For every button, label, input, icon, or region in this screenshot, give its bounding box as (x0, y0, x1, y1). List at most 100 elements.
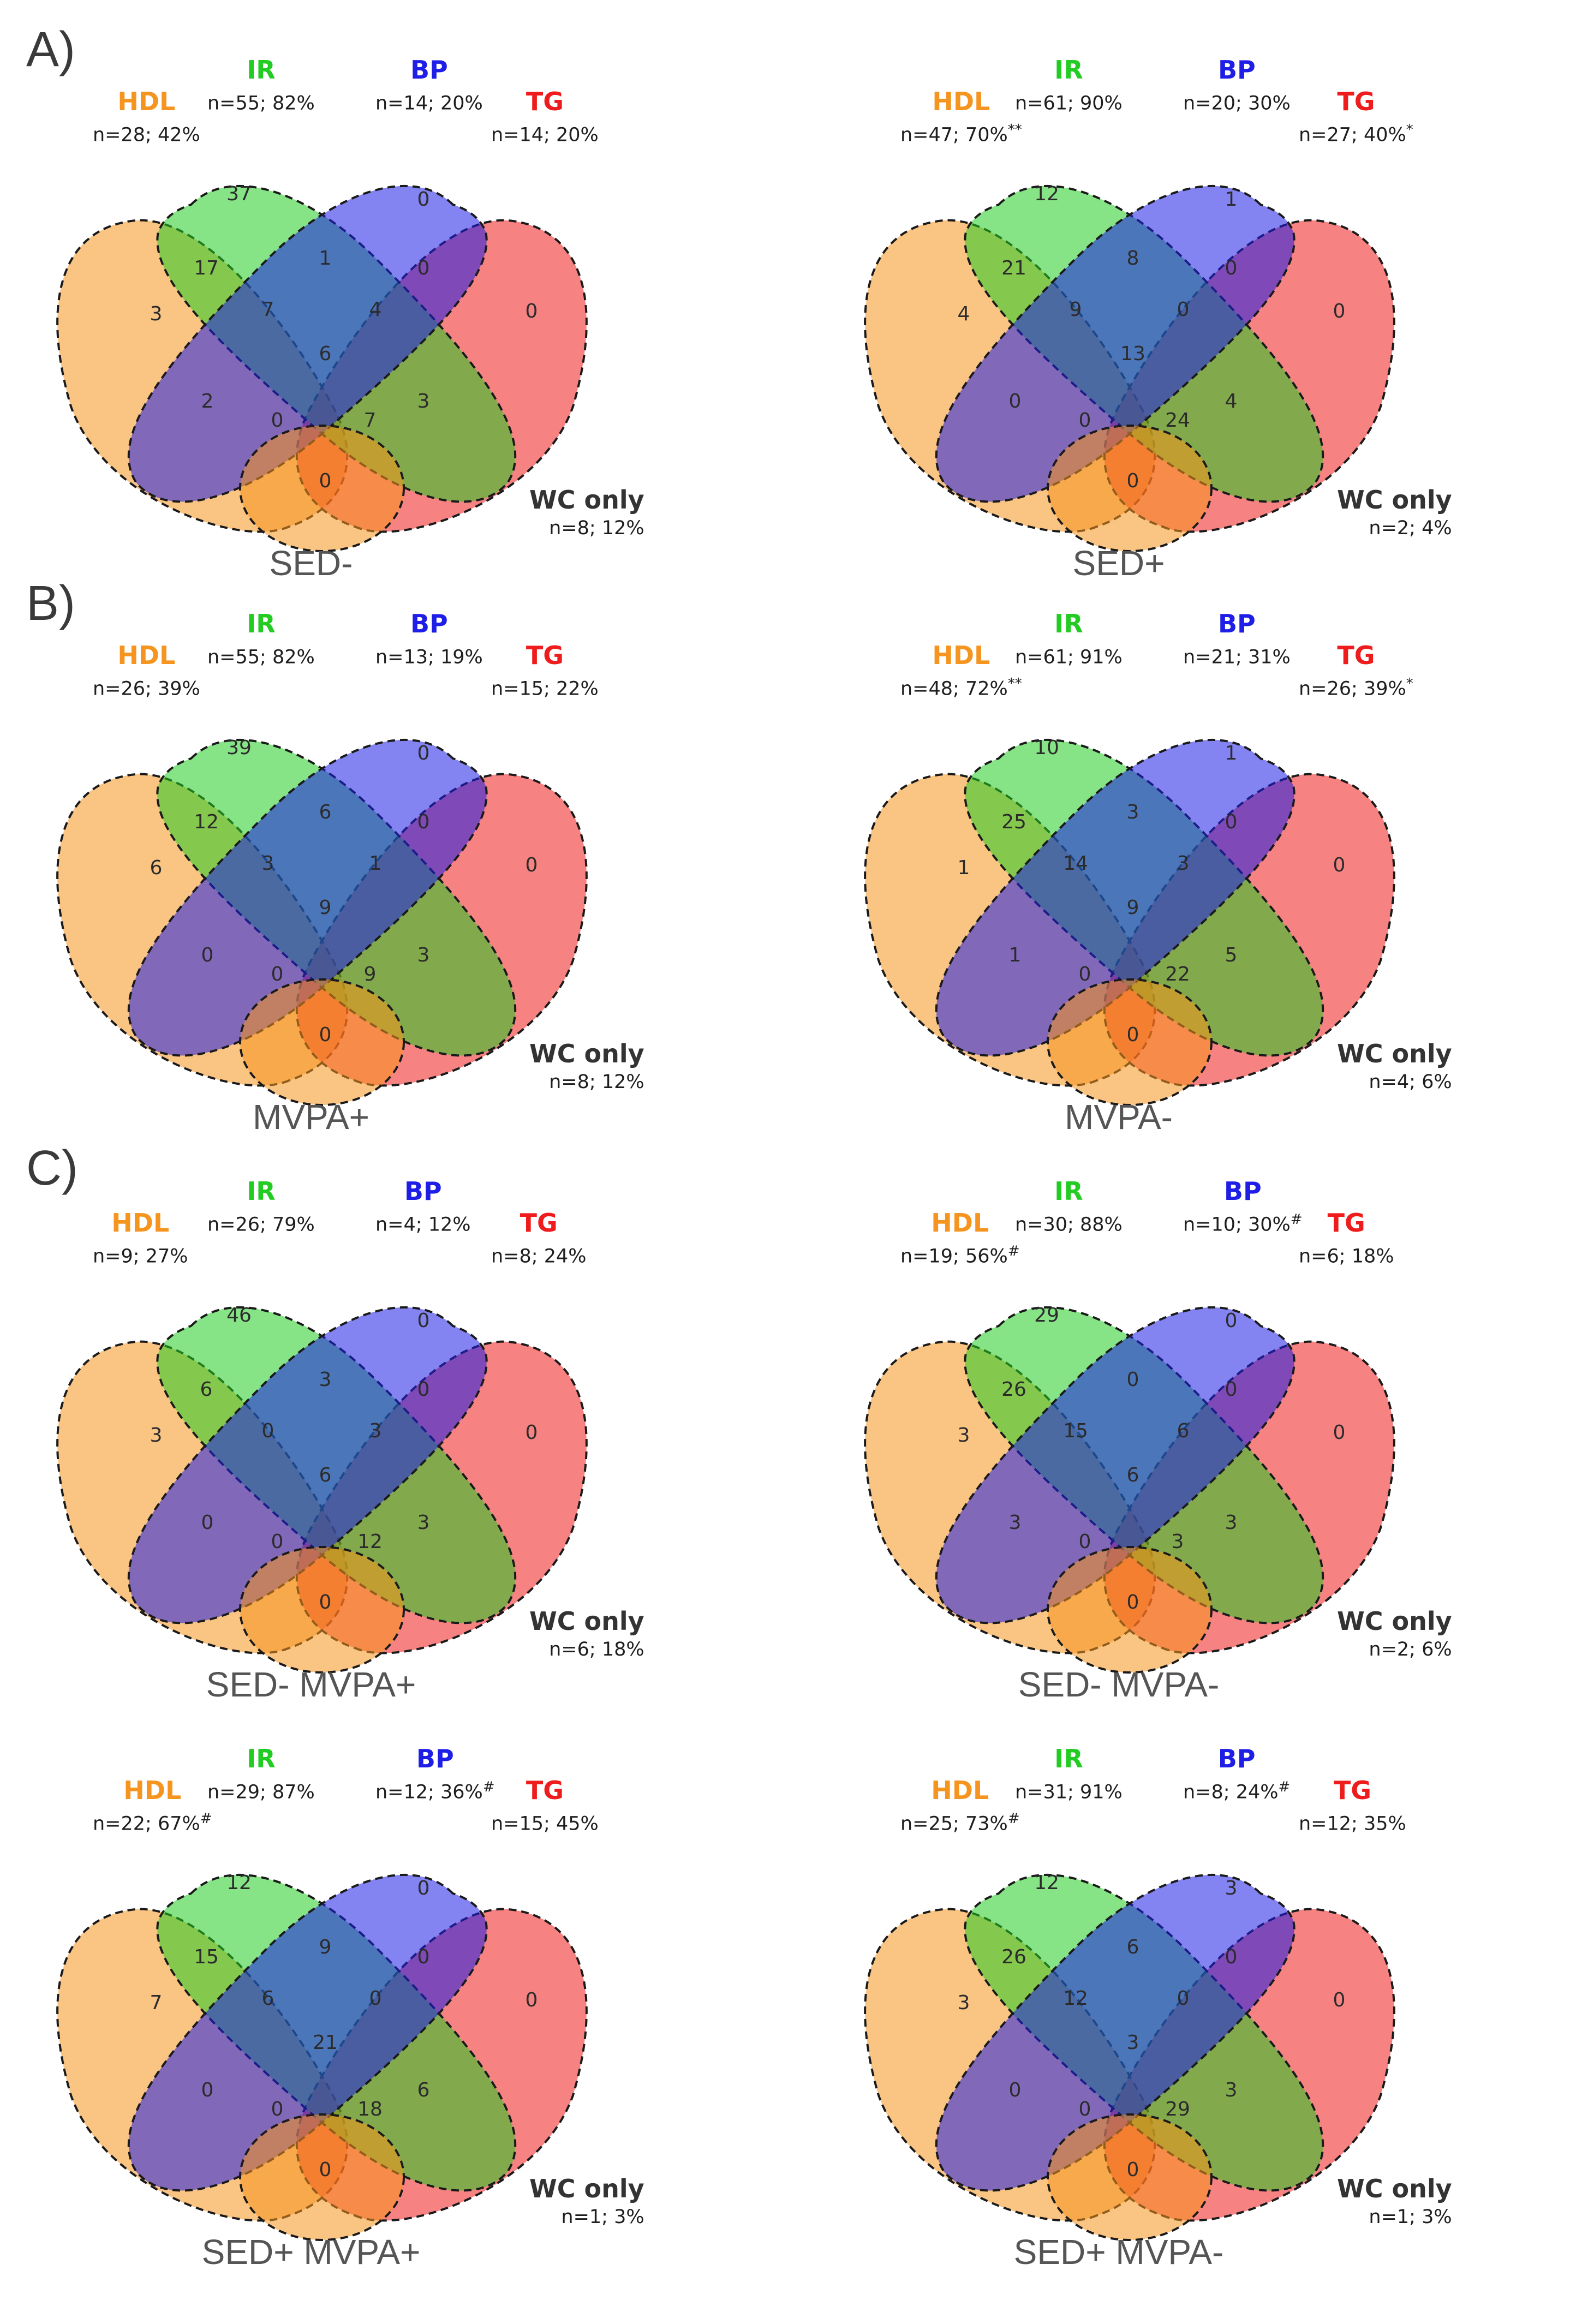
hdl-name: HDL (123, 1776, 182, 1805)
count-hdl-bp: 0 (201, 2079, 214, 2101)
wc-label: WC only n=2; 6% (1337, 1605, 1452, 1662)
bp-count: n=8; 24%# (1183, 1775, 1290, 1805)
bp-set (935, 184, 1296, 503)
bp-label: BP n=12; 36%# (375, 1743, 495, 1805)
tg-name: TG (1327, 1208, 1365, 1238)
bp-name: BP (1223, 1176, 1262, 1206)
venn-diagram: 12 0 7 0 15 9 0 6 0 21 0 6 0 18 0 (56, 1872, 588, 2241)
tg-label: TG n=8; 24% (491, 1207, 587, 1269)
wc-set (239, 978, 405, 1106)
bp-significance: # (1278, 1779, 1291, 1795)
hdl-name: HDL (932, 641, 990, 670)
venn-panel-2: 12 1 4 0 21 8 0 9 0 13 0 4 0 24 0 HDL n=… (791, 52, 1577, 608)
tg-count: n=15; 22% (491, 671, 599, 702)
wc-set (1047, 425, 1213, 552)
bp-count-text: n=10; 30% (1183, 1214, 1291, 1236)
count-hdl-ir-bp: 7 (262, 298, 274, 321)
hdl-count: n=22; 67%# (93, 1806, 212, 1837)
venn-diagram: 39 0 6 0 12 6 0 3 1 9 0 3 0 9 0 (56, 737, 588, 1106)
bp-label: BP n=20; 30% (1183, 54, 1291, 116)
count-bp-only: 3 (1225, 1877, 1238, 1899)
venn-panel-6: 29 0 3 0 26 0 0 15 6 6 3 3 0 3 0 HDL n=1… (791, 1173, 1577, 1730)
count-ir-only: 10 (1034, 737, 1059, 759)
bp-label: BP n=14; 20% (375, 54, 483, 116)
count-bp-only: 0 (1225, 1310, 1238, 1332)
count-hdl-ir-tg: 12 (357, 1531, 383, 1553)
count-hdl-bp-tg: 0 (271, 2098, 284, 2120)
hdl-name: HDL (932, 87, 990, 116)
count-hdl-only: 1 (958, 857, 970, 879)
bp-set (127, 1306, 488, 1624)
tg-name: TG (526, 1776, 564, 1805)
count-hdl-bp: 0 (201, 944, 214, 966)
count-bp-only: 1 (1225, 742, 1238, 764)
count-ir-only: 37 (226, 183, 252, 205)
count-hdl-bp-tg: 0 (1079, 963, 1091, 985)
count-all: 9 (1127, 897, 1139, 919)
count-hdl-tg: 0 (319, 470, 332, 492)
count-hdl-bp: 0 (1009, 2079, 1022, 2101)
wc-set (1047, 1546, 1213, 1674)
hdl-count-text: n=22; 67% (93, 1813, 200, 1835)
venn-diagram: 46 0 3 0 6 3 0 0 3 6 0 3 0 12 0 (56, 1304, 588, 1674)
count-hdl-bp-tg: 0 (271, 409, 284, 432)
hdl-label: HDL n=28; 42% (93, 86, 200, 148)
wc-name: WC only (529, 485, 644, 515)
bp-set (127, 1873, 488, 2192)
bp-count: n=4; 12% (375, 1207, 471, 1238)
count-hdl-ir-bp: 14 (1063, 852, 1088, 875)
tg-count: n=12; 35% (1299, 1806, 1406, 1837)
count-hdl-ir-tg: 24 (1165, 409, 1190, 432)
bp-count-text: n=8; 24% (1183, 1781, 1279, 1803)
ir-label: IR n=61; 91% (1015, 608, 1123, 670)
count-hdl-tg: 0 (319, 1591, 332, 1614)
count-ir-bp: 6 (319, 801, 332, 823)
bp-label: BP n=8; 24%# (1183, 1743, 1290, 1805)
tg-count-text: n=12; 35% (1299, 1813, 1406, 1835)
hdl-name: HDL (117, 87, 176, 116)
tg-label: TG n=6; 18% (1299, 1207, 1394, 1269)
count-all: 13 (1120, 343, 1145, 365)
count-hdl-bp: 0 (1009, 390, 1022, 413)
ir-name: IR (1054, 55, 1083, 85)
ir-name: IR (247, 55, 276, 85)
count-hdl-ir-bp: 3 (262, 852, 274, 875)
hdl-count-text: n=25; 73% (900, 1813, 1008, 1835)
count-ir-tg: 6 (417, 2079, 430, 2101)
bp-count-text: n=12; 36% (375, 1781, 483, 1803)
count-bp-tg: 0 (417, 1378, 430, 1401)
count-ir-bp: 3 (319, 1369, 332, 1391)
count-all: 6 (319, 1464, 332, 1486)
tg-label: TG n=27; 40%* (1299, 86, 1413, 148)
count-hdl-tg: 0 (319, 1024, 332, 1046)
bp-count: n=14; 20% (375, 86, 483, 116)
count-ir-only: 12 (1034, 183, 1059, 205)
panel-caption: SED+ (1072, 543, 1165, 583)
count-hdl-bp: 1 (1009, 944, 1022, 966)
count-hdl-ir: 26 (1001, 1946, 1026, 1968)
venn-diagram: 12 1 4 0 21 8 0 9 0 13 0 4 0 24 0 (864, 183, 1395, 552)
venn-panel-5: 46 0 3 0 6 3 0 0 3 6 0 3 0 12 0 HDL n=9;… (0, 1173, 769, 1730)
ir-count-text: n=55; 82% (207, 646, 315, 668)
tg-label: TG n=15; 45% (491, 1775, 599, 1837)
count-bp-only: 1 (1225, 188, 1238, 211)
ir-count: n=61; 90% (1015, 86, 1123, 116)
venn-diagram: 10 1 1 0 25 3 0 14 3 9 1 5 0 22 0 (864, 737, 1395, 1106)
hdl-label: HDL n=9; 27% (93, 1207, 188, 1269)
ir-name: IR (1054, 1744, 1083, 1773)
count-hdl-bp: 2 (201, 390, 214, 413)
hdl-count-text: n=26; 39% (93, 678, 200, 700)
wc-count: n=4; 6% (1369, 1071, 1452, 1093)
wc-set (239, 2113, 405, 2241)
count-hdl-bp-tg: 0 (1079, 1531, 1091, 1553)
panel-caption: SED- MVPA- (1018, 1665, 1220, 1704)
wc-label: WC only n=1; 3% (1337, 2173, 1452, 2230)
section-label-a: A) (26, 22, 75, 77)
venn-panel-1: 37 0 3 0 17 1 0 7 4 6 2 3 0 7 0 HDL n=28… (0, 52, 769, 608)
count-tg-only: 0 (526, 300, 538, 322)
count-ir-only: 29 (1034, 1304, 1059, 1327)
count-hdl-ir-tg: 7 (364, 409, 377, 432)
tg-label: TG n=12; 35% (1299, 1775, 1406, 1837)
bp-name: BP (410, 609, 448, 638)
hdl-significance: # (1007, 1243, 1020, 1259)
